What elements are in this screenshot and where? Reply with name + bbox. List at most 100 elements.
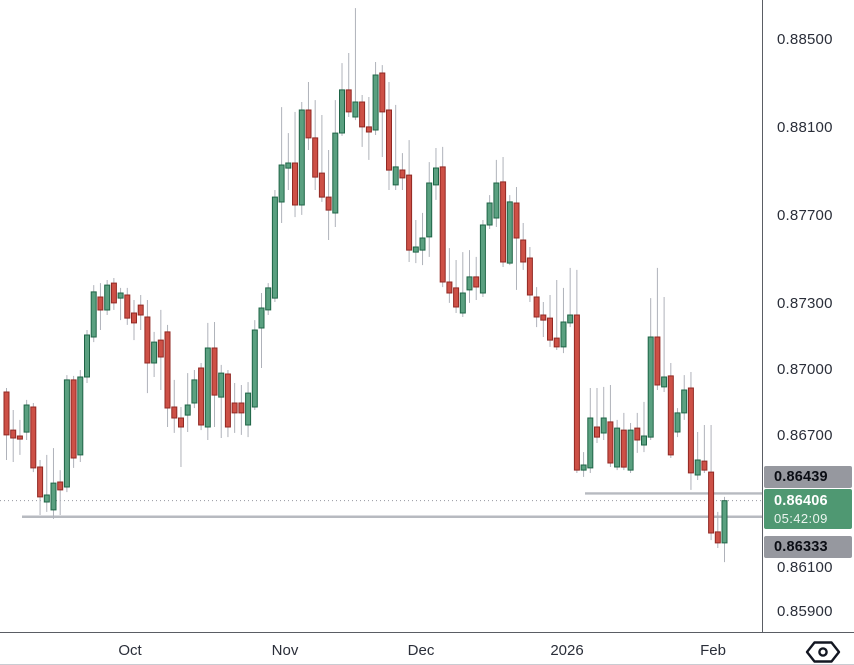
candle-body-up	[479, 224, 486, 294]
candle-body-down	[305, 109, 312, 139]
candle-body-down	[124, 294, 131, 319]
candle-body-up	[245, 392, 252, 426]
candle-body-down	[446, 281, 453, 294]
candle-body-down	[533, 296, 540, 318]
tradingview-watermark-icon	[804, 639, 842, 664]
current-price-value: 0.86406	[774, 493, 828, 509]
candle-body-down	[144, 316, 151, 364]
candle-body-up	[721, 500, 728, 544]
candle-body-up	[84, 334, 90, 378]
candle-body-down	[701, 460, 708, 471]
chart-pane[interactable]	[0, 0, 762, 632]
candle-body-up	[493, 182, 500, 219]
time-axis-label: Nov	[271, 642, 299, 659]
candle-body-down	[473, 276, 480, 288]
candle-body-down	[231, 402, 238, 414]
level-badge-lower-value: 0.86333	[774, 539, 828, 555]
candle-body-up	[352, 101, 359, 118]
candle-body-down	[667, 375, 674, 456]
candle-body-down	[654, 336, 661, 386]
candle-body-down	[157, 339, 164, 358]
candle-body-down	[399, 169, 406, 179]
candle-body-down	[386, 109, 392, 171]
candle-body-down	[513, 202, 520, 239]
candle-body-up	[560, 321, 567, 348]
candle-body-up	[191, 379, 198, 404]
price-axis[interactable]: 0.88500 0.88100 0.87700 0.87300 0.87000 0.867…	[762, 0, 854, 664]
candle-body-up	[647, 336, 654, 438]
candle-body-up	[580, 464, 587, 471]
candle-body-down	[553, 337, 560, 348]
candle-body-down	[359, 101, 366, 128]
candlesticks	[3, 8, 728, 563]
candle-body-down	[714, 531, 721, 544]
candle-body-up	[392, 166, 399, 186]
candle-body-up	[600, 417, 607, 434]
candle-body-down	[620, 429, 627, 468]
candle-body-up	[419, 237, 426, 251]
candle-body-down	[526, 257, 533, 296]
candle-body-down	[453, 287, 460, 308]
candle-body-up	[486, 202, 493, 226]
candle-body-up	[285, 162, 292, 169]
candle-body-down	[3, 391, 10, 436]
candle-body-down	[70, 379, 77, 459]
candle-body-down	[708, 471, 715, 534]
candle-body-up	[627, 429, 634, 471]
price-axis-label: 0.85900	[777, 603, 833, 620]
candle-body-down	[439, 166, 446, 283]
level-badge-lower: 0.86333	[764, 536, 852, 558]
time-axis[interactable]: Oct Nov Dec 2026 Feb	[0, 632, 854, 664]
candle-body-up	[433, 167, 439, 186]
candle-body-up	[466, 276, 473, 291]
candle-body-down	[198, 367, 205, 426]
candle-body-down	[547, 317, 553, 341]
candle-body-down	[520, 239, 527, 263]
candle-body-up	[694, 459, 701, 476]
time-axis-label: Dec	[407, 642, 435, 659]
candle-body-up	[265, 287, 272, 311]
candle-body-down	[292, 162, 298, 206]
level-badge-upper-value: 0.86439	[774, 469, 828, 485]
candle-body-up	[184, 404, 191, 416]
candle-body-up	[117, 292, 124, 299]
price-axis-label: 0.87700	[777, 207, 833, 224]
candle-body-up	[63, 379, 70, 488]
candle-body-up	[77, 376, 84, 456]
time-axis-label: 2026	[550, 642, 584, 659]
candle-body-down	[178, 417, 184, 428]
candle-body-up	[614, 427, 621, 468]
candle-body-down	[500, 181, 507, 263]
candle-body-down	[30, 406, 37, 469]
candle-body-up	[674, 412, 681, 433]
time-axis-label: Oct	[118, 642, 142, 659]
candle-body-up	[278, 164, 285, 203]
candle-body-down	[224, 373, 231, 428]
candle-body-up	[567, 314, 574, 324]
candle-body-up	[372, 74, 379, 131]
candle-body-down	[211, 347, 218, 396]
candle-body-up	[204, 347, 211, 428]
candle-body-down	[171, 406, 178, 419]
candle-body-up	[258, 307, 265, 329]
time-axis-label: Feb	[700, 642, 726, 659]
candle-body-up	[298, 109, 305, 206]
price-axis-label: 0.86700	[777, 427, 833, 444]
candle-body-down	[164, 331, 171, 409]
candle-body-up	[151, 341, 158, 364]
candle-body-down	[131, 312, 137, 324]
candle-body-down	[594, 426, 600, 438]
candle-body-up	[90, 291, 97, 338]
candle-body-down	[379, 72, 386, 113]
level-badge-upper: 0.86439	[764, 466, 852, 488]
candle-body-down	[540, 314, 547, 321]
current-price-badge: 0.86406 05:42:09	[764, 489, 852, 529]
candle-body-up	[426, 182, 433, 238]
candle-body-up	[641, 435, 647, 446]
candle-body-up	[661, 376, 668, 388]
candle-body-down	[406, 174, 413, 251]
price-axis-label: 0.87300	[777, 295, 833, 312]
candle-body-down	[318, 172, 325, 198]
candle-body-down	[312, 137, 319, 178]
